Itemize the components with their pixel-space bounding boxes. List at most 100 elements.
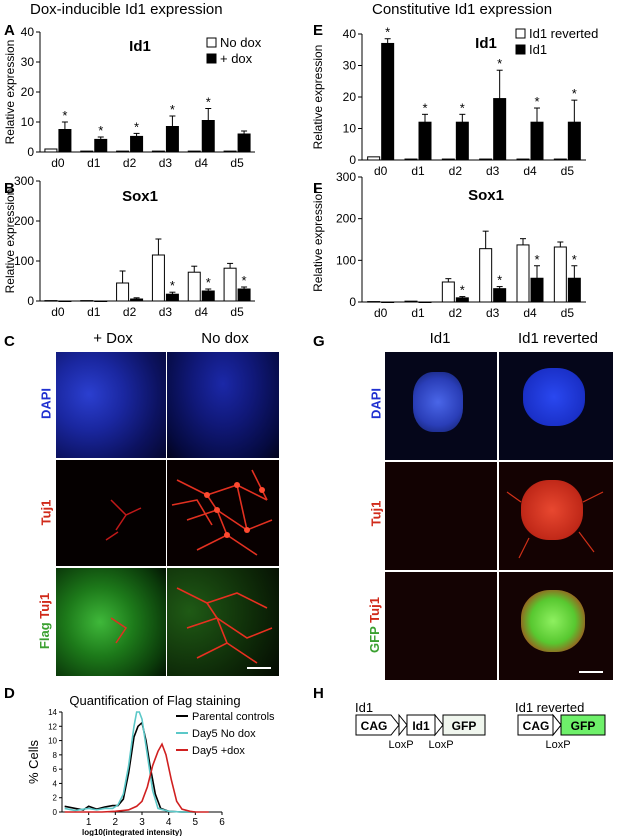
bar-white-d1 <box>404 300 418 303</box>
micrograph-c-merge-nodox <box>167 568 279 676</box>
category-label: d0 <box>51 156 65 170</box>
construct-reverted-title: Id1 reverted <box>515 700 585 715</box>
panel-letter-e: E <box>313 22 324 39</box>
category-label: d1 <box>87 305 101 319</box>
y-tick-label: 200 <box>14 214 34 228</box>
significance-star: * <box>534 252 539 267</box>
y-tick-label: 4 <box>53 779 58 788</box>
significance-star: * <box>385 25 390 40</box>
legend-swatch <box>206 53 217 64</box>
micrograph-c-merge-dox <box>56 568 166 676</box>
significance-star: * <box>62 108 67 123</box>
category-label: d2 <box>449 164 463 178</box>
bar-black-d3 <box>493 98 507 161</box>
micrograph-g-tuj1-id1 <box>385 462 497 570</box>
series-line-2 <box>64 742 209 813</box>
gene-label: Id1 <box>475 35 497 52</box>
y-tick-label: 30 <box>21 55 35 69</box>
x-axis-label: log10(integrated intensity) <box>82 828 182 836</box>
bar-black-d3 <box>493 288 507 303</box>
bar-black-d0 <box>58 129 72 153</box>
x-tick-label: 4 <box>166 817 172 828</box>
significance-star: * <box>422 100 427 115</box>
gene-label: Sox1 <box>122 188 158 205</box>
bar-black-d5 <box>237 133 251 153</box>
y-tick-label: 0 <box>27 145 34 159</box>
significance-star: * <box>572 252 577 267</box>
bar-white-d0 <box>367 156 381 161</box>
title-left: Dox-inducible Id1 expression <box>30 1 223 18</box>
chart-a-id1-dox: 0 10 20 30 40 Relative expression Id1 d0 * d1 * d2 *… <box>3 25 262 170</box>
bar-black-d2 <box>130 135 144 153</box>
y-axis-label: Relative expression <box>3 40 17 145</box>
y-tick-label: 0 <box>349 295 356 309</box>
y-tick-label: 6 <box>53 765 58 774</box>
y-axis-label: Relative expression <box>3 189 17 294</box>
legend-label: No dox <box>220 35 262 50</box>
bar-white-d4 <box>516 244 530 303</box>
bar-black-d1 <box>94 300 108 302</box>
category-label: d2 <box>449 306 463 320</box>
bar-white-d0 <box>44 148 58 153</box>
bar-white-d1 <box>80 300 94 302</box>
micrograph-c-tuj1-nodox <box>167 460 279 566</box>
legend-label: Day5 +dox <box>192 745 245 757</box>
panel-c-row-dapi: DAPI <box>38 387 54 420</box>
x-tick-label: 6 <box>219 817 225 828</box>
y-axis-label: Relative expression <box>311 187 325 292</box>
bar-black-d0 <box>58 300 72 302</box>
significance-star: * <box>98 123 103 138</box>
bar-black-d4 <box>530 121 544 161</box>
category-label: d3 <box>486 306 500 320</box>
panel-c-row-merge-tuj1: Tuj1 <box>37 592 52 619</box>
bar-white-d4 <box>187 150 201 153</box>
y-tick-label: 10 <box>21 115 35 129</box>
category-label: d0 <box>51 305 65 319</box>
chart-e-id1-constitutive: 0 10 20 30 40 Relative expression Id1 d0 * d1 * d2 *… <box>311 25 598 178</box>
title-right: Constitutive Id1 expression <box>372 1 553 18</box>
series-line-0 <box>64 721 196 813</box>
significance-star: * <box>572 86 577 101</box>
bar-white-d3 <box>151 150 165 153</box>
bar-white-d0 <box>367 301 381 303</box>
bar-black-d4 <box>530 277 544 303</box>
construct-id1-title: Id1 <box>355 700 374 715</box>
category-label: d5 <box>561 164 575 178</box>
panel-g-row-dapi: DAPI <box>368 387 384 420</box>
bar-white-d2 <box>116 150 130 153</box>
category-label: d4 <box>523 164 537 178</box>
chart-d-flag-histogram: Quantification of Flag staining024681012… <box>26 693 275 836</box>
gene-label: Sox1 <box>468 187 504 204</box>
loxp-site-3 <box>552 713 562 737</box>
significance-star: * <box>134 119 139 134</box>
bar-white-d0 <box>44 300 58 302</box>
chart-title: Quantification of Flag staining <box>69 693 240 708</box>
panel-letter-g: G <box>313 333 325 350</box>
significance-star: * <box>460 100 465 115</box>
bar-white-d2 <box>441 281 455 303</box>
bar-white-d4 <box>187 271 201 302</box>
panel-c-col2-label: No dox <box>201 330 249 347</box>
significance-star: * <box>206 275 211 290</box>
bar-black-d2 <box>130 298 144 302</box>
panel-g-col1-label: Id1 <box>429 330 451 347</box>
y-tick-label: 300 <box>336 172 356 184</box>
bar-white-d5 <box>553 246 567 303</box>
panel-g-row-merge-tuj1: Tuj1 <box>367 597 382 623</box>
gfp-element-left <box>442 714 486 736</box>
micrograph-c-dapi-nodox <box>167 352 279 458</box>
y-tick-label: 0 <box>53 808 58 817</box>
bar-white-d1 <box>80 150 94 153</box>
micrograph-g-dapi-id1 <box>385 352 497 460</box>
y-tick-label: 20 <box>21 85 35 99</box>
y-tick-label: 12 <box>48 722 57 731</box>
y-tick-label: 100 <box>14 254 34 268</box>
y-axis-label: Relative expression <box>311 45 325 150</box>
y-axis-label: % Cells <box>26 739 41 784</box>
bar-black-d4 <box>201 290 215 302</box>
loxp-label-2: LoxP <box>428 739 453 751</box>
category-label: d1 <box>87 156 101 170</box>
y-tick-label: 300 <box>14 174 34 188</box>
panel-letter-b: B <box>4 180 15 197</box>
legend-label: Id1 <box>529 42 547 57</box>
